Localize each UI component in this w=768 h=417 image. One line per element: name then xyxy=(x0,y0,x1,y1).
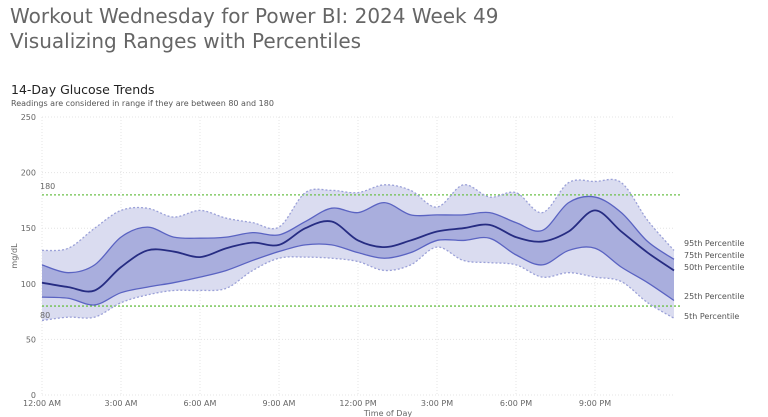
x-tick-label: 12:00 PM xyxy=(339,399,376,408)
y-tick-label: 100 xyxy=(21,280,36,289)
x-tick-label: 6:00 AM xyxy=(184,399,217,408)
series-label: 50th Percentile xyxy=(684,263,744,272)
x-axis-title: Time of Day xyxy=(363,409,412,417)
y-tick-label: 50 xyxy=(26,335,36,344)
series-label: 95th Percentile xyxy=(684,239,744,248)
series-line-75th-percentile xyxy=(41,195,675,274)
series-label: 25th Percentile xyxy=(684,292,744,301)
y-tick-label: 200 xyxy=(21,169,36,178)
band-25th-75th xyxy=(42,196,674,306)
series-line-5th-percentile xyxy=(41,246,675,322)
chart-title: 14-Day Glucose Trends xyxy=(11,82,155,97)
x-tick-label: 9:00 AM xyxy=(263,399,296,408)
chart-subtitle: Readings are considered in range if they… xyxy=(11,99,274,108)
x-tick-label: 12:00 AM xyxy=(23,399,61,408)
series-line-50th-percentile xyxy=(41,209,675,293)
series-label: 5th Percentile xyxy=(684,312,739,321)
y-tick-label: 0 xyxy=(31,391,36,400)
series-label: 75th Percentile xyxy=(684,251,744,260)
page-title-line1: Workout Wednesday for Power BI: 2024 Wee… xyxy=(10,4,499,28)
x-tick-label: 3:00 AM xyxy=(105,399,138,408)
y-axis-title: mg/dL xyxy=(10,243,19,269)
reference-line-label: 180 xyxy=(40,182,55,191)
x-tick-label: 6:00 PM xyxy=(500,399,532,408)
series-line-25th-percentile xyxy=(41,236,675,306)
y-tick-label: 250 xyxy=(21,113,36,122)
page-title-line2: Visualizing Ranges with Percentiles xyxy=(10,29,362,53)
x-tick-label: 3:00 PM xyxy=(421,399,453,408)
y-tick-label: 150 xyxy=(21,224,36,233)
reference-line-label: 80 xyxy=(40,311,50,320)
series-line-95th-percentile xyxy=(41,178,675,252)
page-title: Workout Wednesday for Power BI: 2024 Wee… xyxy=(10,4,498,54)
x-tick-label: 9:00 PM xyxy=(579,399,611,408)
